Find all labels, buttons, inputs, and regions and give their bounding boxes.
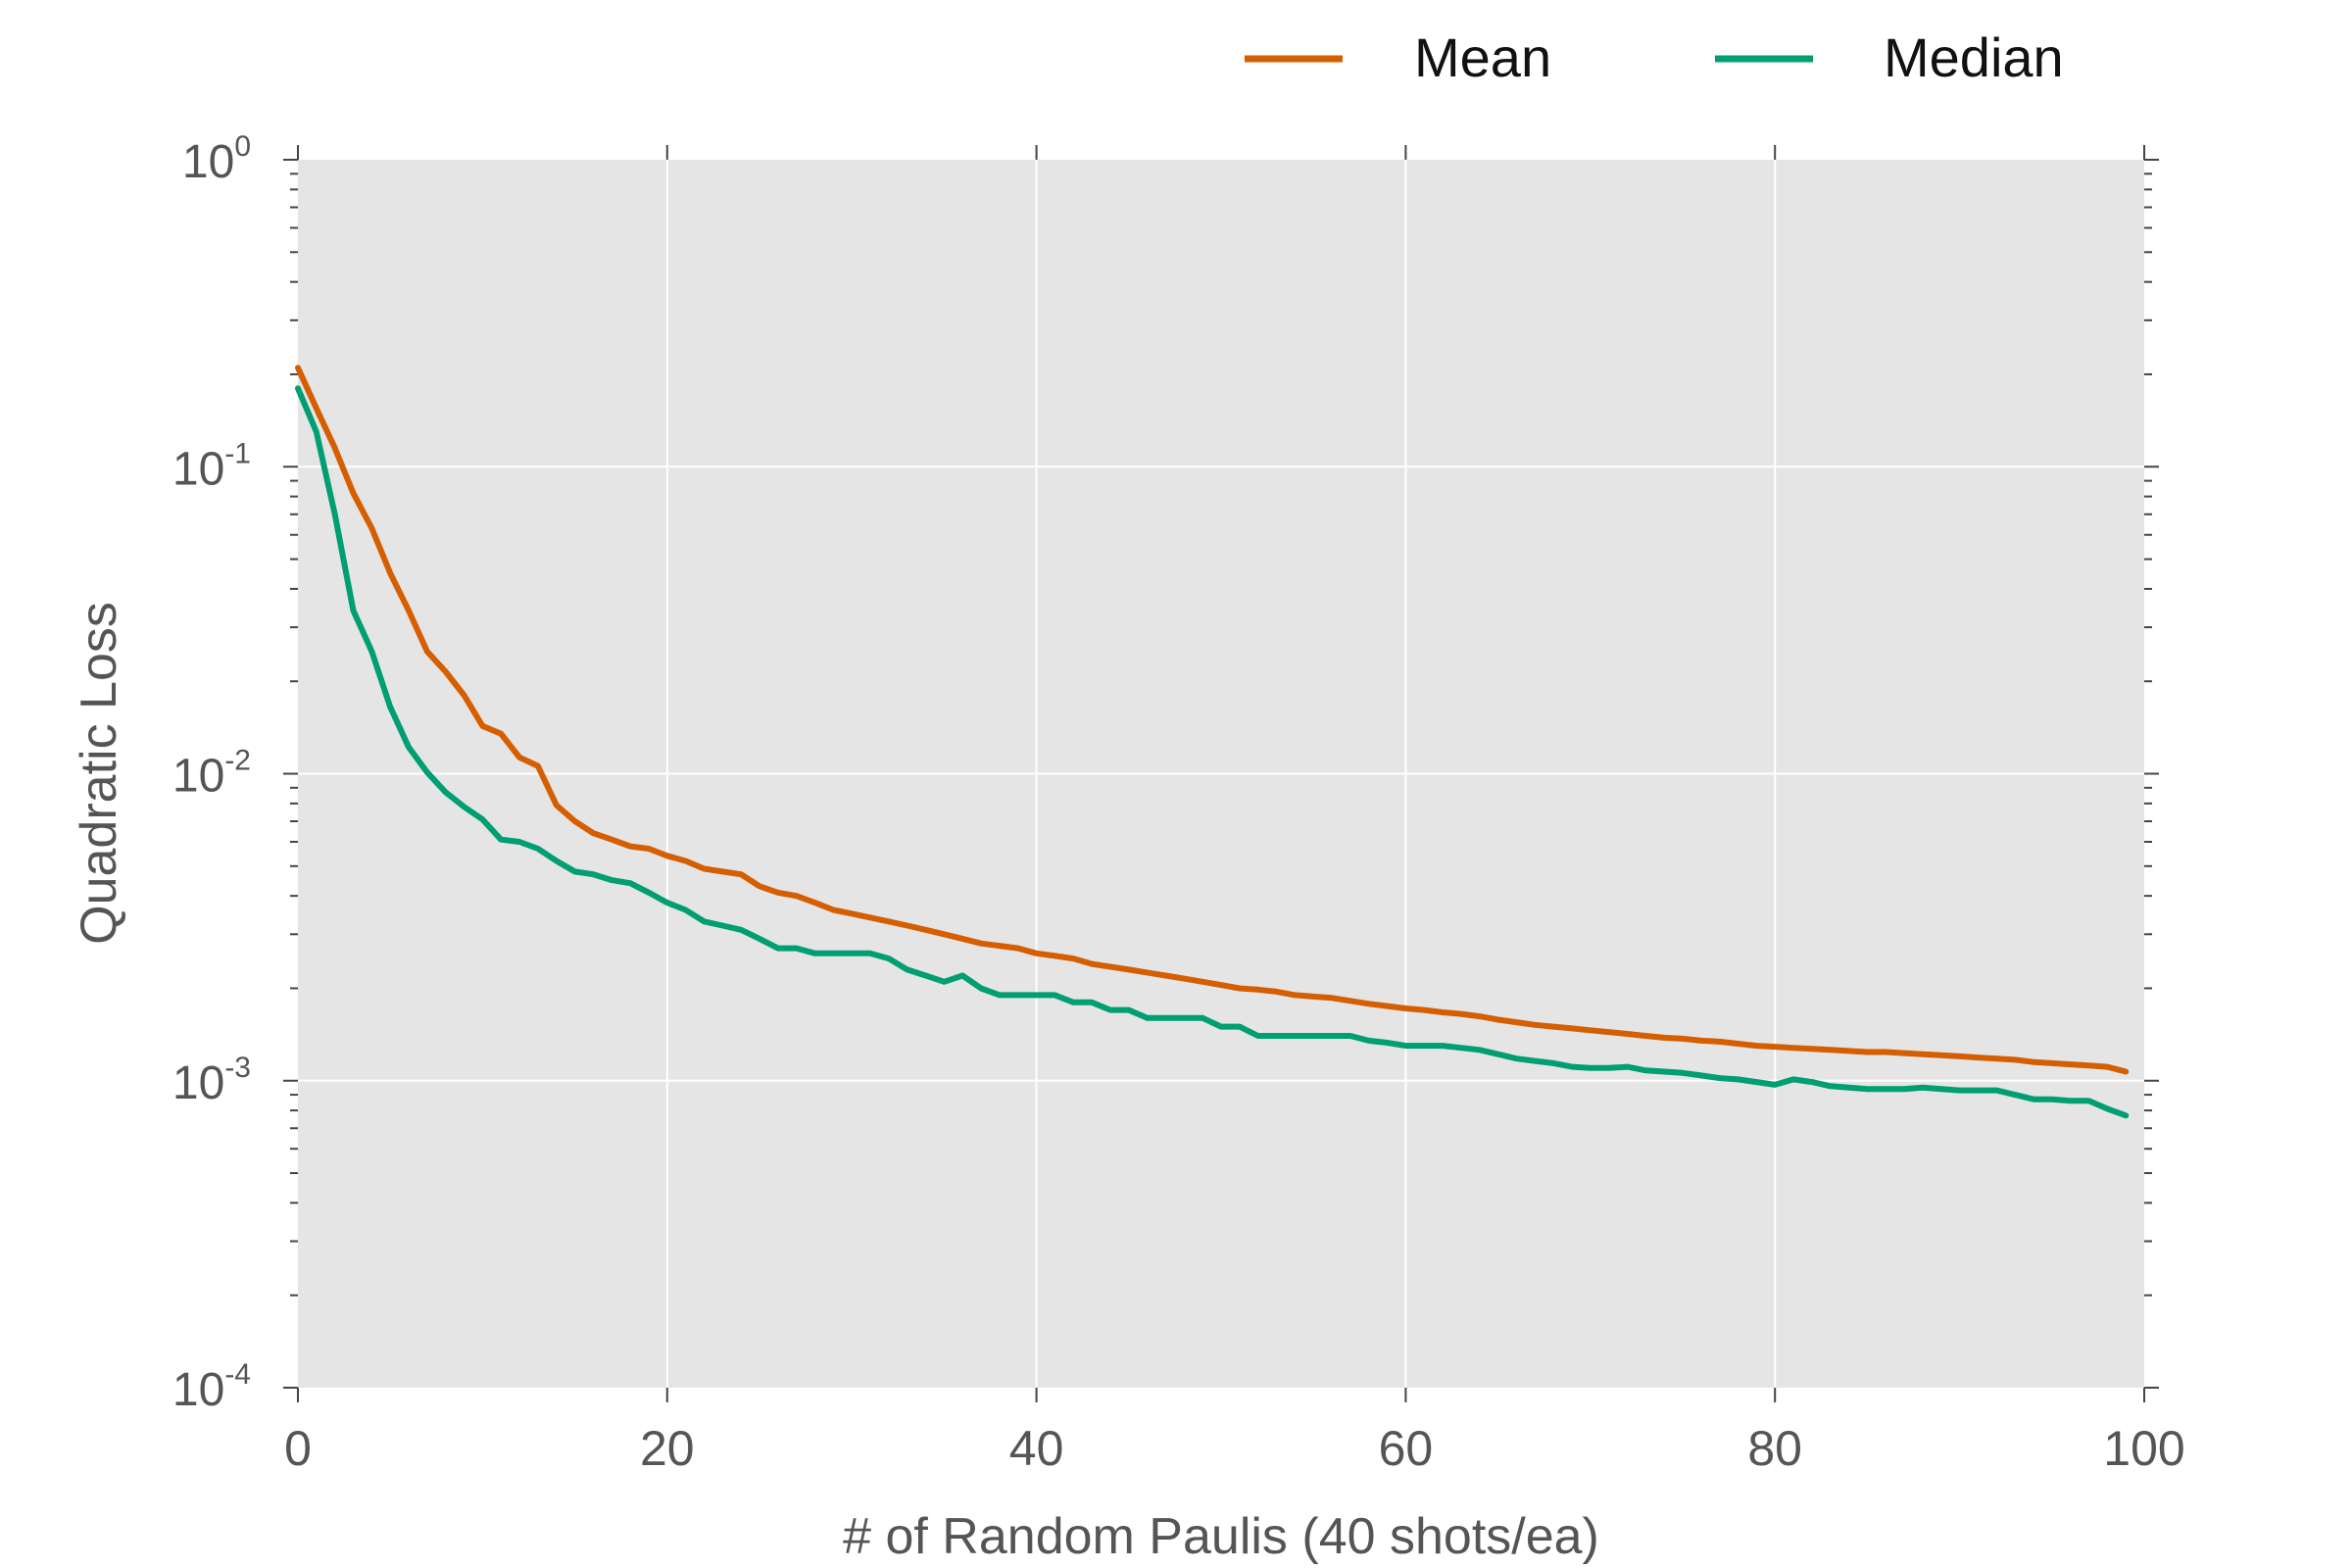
- x-tick-label: 100: [2103, 1421, 2184, 1476]
- x-tick-label: 0: [284, 1421, 312, 1476]
- x-tick-label: 20: [640, 1421, 695, 1476]
- series-line-median: [295, 385, 2130, 1119]
- grid-lines: [298, 160, 2144, 1388]
- y-tick-labels: 100 10-1 10-2 10-3 10-4: [172, 130, 251, 1416]
- minor-ticks: [290, 172, 2152, 1297]
- y-tick-label: 10-2: [172, 745, 251, 803]
- legend: Mean Median: [1245, 26, 2064, 88]
- y-tick-label: 10-1: [172, 437, 251, 495]
- x-tick-label: 40: [1009, 1421, 1064, 1476]
- x-tick-labels: 0 20 40 60 80 100: [284, 1421, 2185, 1476]
- x-tick-label: 60: [1379, 1421, 1434, 1476]
- legend-label-mean: Mean: [1414, 26, 1551, 88]
- x-tick-label: 80: [1747, 1421, 1802, 1476]
- y-axis-title: Quadratic Loss: [71, 602, 127, 945]
- y-tick-label: 100: [182, 130, 251, 188]
- series-layer: [295, 365, 2130, 1119]
- y-tick-label: 10-4: [172, 1358, 251, 1416]
- x-axis-title: # of Random Paulis (40 shots/ea): [843, 1508, 1599, 1565]
- major-ticks: [283, 145, 2159, 1402]
- legend-label-median: Median: [1884, 26, 2064, 88]
- y-tick-label: 10-3: [172, 1052, 251, 1109]
- series-line-mean: [295, 365, 2130, 1075]
